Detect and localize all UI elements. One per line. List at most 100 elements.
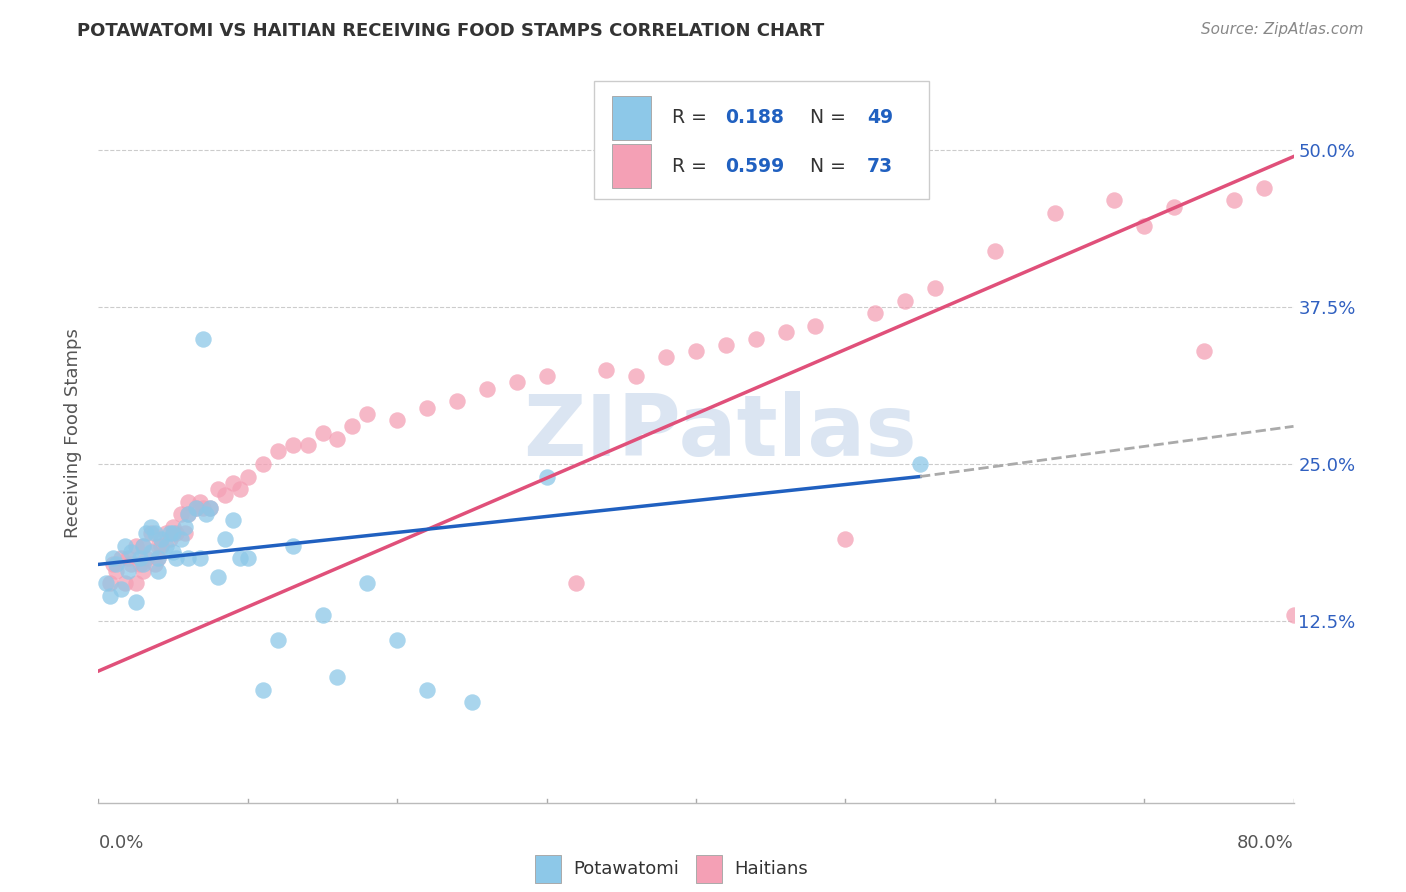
Point: [222, 513, 245, 527]
Point: [1343, 156, 1365, 170]
Point: [1253, 181, 1275, 195]
Y-axis label: Receiving Food Stamps: Receiving Food Stamps: [63, 327, 82, 538]
Point: [536, 469, 558, 483]
Point: [311, 425, 333, 440]
Point: [135, 526, 157, 541]
Point: [129, 558, 152, 572]
Point: [200, 500, 222, 515]
Point: [129, 551, 152, 566]
Point: [536, 369, 558, 384]
FancyBboxPatch shape: [613, 144, 651, 188]
Point: [1104, 194, 1126, 208]
Point: [184, 500, 207, 515]
Text: N =: N =: [797, 157, 852, 176]
Point: [148, 539, 170, 553]
Point: [416, 401, 439, 415]
Point: [155, 539, 177, 553]
Point: [326, 432, 349, 446]
Text: 49: 49: [868, 109, 893, 128]
Point: [984, 244, 1007, 258]
Point: [745, 331, 768, 345]
Point: [150, 533, 173, 547]
Point: [135, 551, 157, 566]
Text: R =: R =: [672, 157, 713, 176]
Point: [775, 325, 797, 339]
Text: 0.599: 0.599: [724, 157, 785, 176]
Point: [98, 589, 122, 603]
Point: [188, 494, 211, 508]
Point: [110, 582, 132, 597]
Point: [177, 494, 200, 508]
Point: [105, 564, 128, 578]
Point: [169, 507, 191, 521]
Point: [865, 306, 887, 320]
Text: Source: ZipAtlas.com: Source: ZipAtlas.com: [1201, 22, 1364, 37]
Point: [267, 632, 290, 647]
Point: [162, 520, 184, 534]
Point: [103, 558, 125, 572]
Point: [125, 595, 148, 609]
Text: 80.0%: 80.0%: [1237, 834, 1294, 852]
Point: [191, 500, 214, 515]
Point: [326, 670, 349, 684]
Point: [565, 576, 588, 591]
Point: [114, 539, 136, 553]
Text: ZIPatlas: ZIPatlas: [523, 391, 917, 475]
Point: [1312, 169, 1334, 183]
Text: Haitians: Haitians: [734, 861, 808, 879]
Point: [169, 533, 191, 547]
Point: [159, 526, 181, 541]
Point: [252, 457, 274, 471]
Point: [1223, 194, 1246, 208]
Text: 0.0%: 0.0%: [98, 834, 143, 852]
Point: [159, 533, 181, 547]
Point: [281, 438, 304, 452]
Point: [148, 564, 170, 578]
Point: [894, 293, 917, 308]
Point: [188, 551, 211, 566]
Point: [356, 576, 378, 591]
Point: [1133, 219, 1156, 233]
Point: [236, 551, 259, 566]
Point: [98, 576, 122, 591]
Point: [174, 526, 197, 541]
Point: [207, 570, 229, 584]
Point: [834, 533, 856, 547]
Point: [200, 500, 222, 515]
Text: N =: N =: [797, 109, 852, 128]
Point: [143, 526, 166, 541]
Point: [139, 545, 162, 559]
Point: [165, 551, 187, 566]
Point: [1282, 607, 1305, 622]
Point: [1043, 206, 1066, 220]
Point: [139, 520, 162, 534]
Point: [132, 558, 155, 572]
Point: [207, 482, 229, 496]
Point: [117, 564, 139, 578]
Point: [132, 539, 155, 553]
Point: [191, 331, 214, 345]
Point: [125, 576, 148, 591]
Text: POTAWATOMI VS HAITIAN RECEIVING FOOD STAMPS CORRELATION CHART: POTAWATOMI VS HAITIAN RECEIVING FOOD STA…: [77, 22, 824, 40]
Point: [120, 545, 142, 559]
Point: [139, 526, 162, 541]
Point: [685, 344, 707, 359]
Point: [177, 507, 200, 521]
Point: [150, 539, 173, 553]
Point: [195, 507, 218, 521]
Point: [297, 438, 319, 452]
Point: [655, 351, 678, 365]
Point: [267, 444, 290, 458]
Point: [804, 318, 827, 333]
FancyBboxPatch shape: [696, 855, 723, 883]
Point: [595, 363, 617, 377]
Point: [148, 551, 170, 566]
Point: [252, 682, 274, 697]
Point: [143, 558, 166, 572]
FancyBboxPatch shape: [534, 855, 561, 883]
Point: [475, 382, 498, 396]
Point: [461, 695, 484, 709]
Point: [162, 526, 184, 541]
Point: [416, 682, 439, 697]
Point: [165, 526, 187, 541]
